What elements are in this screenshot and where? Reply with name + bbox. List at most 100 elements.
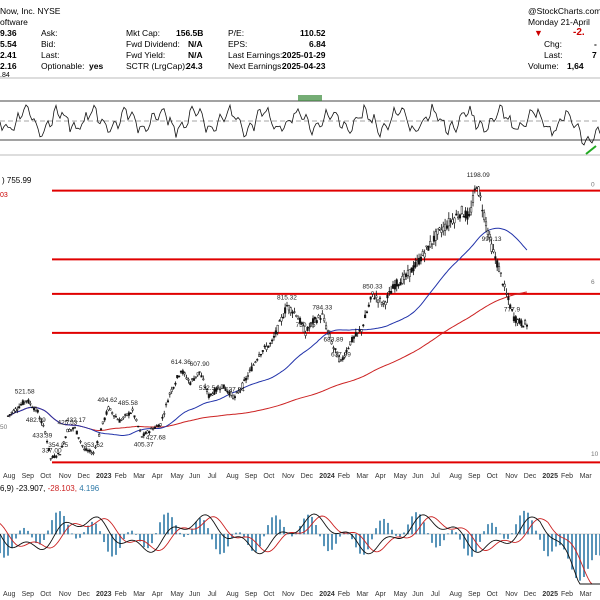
macd-histogram-bar bbox=[63, 515, 65, 535]
candle-body bbox=[101, 421, 104, 424]
x-axis-tick-label: Mar bbox=[133, 473, 146, 480]
candle-body bbox=[79, 441, 82, 443]
candle-body bbox=[352, 336, 356, 339]
candle-body bbox=[92, 452, 95, 454]
macd-histogram-bar bbox=[331, 534, 333, 550]
candle-body bbox=[330, 341, 333, 345]
candle-body bbox=[168, 392, 171, 395]
macd-histogram-bar bbox=[87, 525, 89, 535]
candle-body bbox=[59, 454, 62, 456]
candle-body bbox=[365, 311, 369, 313]
candle-body bbox=[298, 317, 302, 324]
candle-body bbox=[196, 372, 199, 376]
rsi-overbought-fill bbox=[298, 95, 322, 101]
candle-body bbox=[388, 291, 391, 293]
candle-body bbox=[217, 387, 220, 390]
candle-body bbox=[245, 377, 248, 381]
macd-histogram-bar bbox=[123, 534, 125, 540]
sctr-value: 24.3 bbox=[186, 61, 203, 71]
candle-body bbox=[436, 228, 439, 235]
left-value-2: 5.54 bbox=[0, 39, 17, 49]
candle-body bbox=[308, 326, 311, 329]
candle-body bbox=[55, 456, 58, 458]
left-axis-label: 50 bbox=[0, 424, 8, 431]
x-axis-tick-label: Dec bbox=[77, 591, 90, 598]
x-axis-tick-label: Feb bbox=[115, 591, 127, 598]
x-axis-tick-label: 2024 bbox=[319, 473, 335, 480]
candle-body bbox=[254, 361, 257, 363]
price-annotation-label: 815.32 bbox=[277, 295, 297, 302]
candle-body bbox=[445, 225, 449, 229]
macd-histogram-bar bbox=[563, 534, 565, 550]
candle-body bbox=[215, 387, 218, 392]
candle-body bbox=[243, 379, 246, 381]
macd-histogram-bar bbox=[43, 534, 45, 540]
candle-body bbox=[64, 436, 67, 439]
candle-body bbox=[371, 291, 374, 294]
candle-body bbox=[111, 412, 114, 414]
candle-body bbox=[404, 273, 408, 277]
candle-body bbox=[31, 406, 34, 409]
candle-body bbox=[427, 245, 430, 251]
pe-label: P/E: bbox=[228, 28, 245, 38]
x-axis-tick-label: Apr bbox=[375, 591, 387, 598]
macd-histogram-bar bbox=[539, 534, 541, 540]
macd-histogram-bar bbox=[315, 525, 317, 535]
macd-histogram-bar bbox=[431, 534, 433, 543]
candle-body bbox=[265, 346, 268, 350]
candle-body bbox=[473, 188, 476, 190]
left-value-3: 2.41 bbox=[0, 50, 17, 60]
candle-body bbox=[133, 415, 136, 418]
candle-body bbox=[323, 318, 326, 322]
x-axis-tick-label: Aug bbox=[226, 473, 239, 480]
x-axis-tick-label: Aug bbox=[449, 591, 462, 598]
x-axis-tick-label: Dec bbox=[301, 591, 314, 598]
candle-body bbox=[131, 408, 134, 411]
chart-subtitle: oftware bbox=[0, 17, 28, 27]
candle-body bbox=[453, 217, 456, 224]
candle-body bbox=[429, 241, 432, 248]
main-legend-number: 755.99 bbox=[6, 176, 32, 185]
price-annotation-label: 614.36 bbox=[171, 359, 191, 366]
candle-body bbox=[94, 446, 97, 449]
macd-histogram-bar bbox=[59, 511, 61, 535]
macd-histogram-bar bbox=[15, 534, 17, 539]
fwd-yield-label: Fwd Yield: bbox=[126, 50, 166, 60]
candle-body bbox=[139, 430, 142, 432]
x-axis-tick-label: Aug bbox=[449, 473, 462, 480]
macd-histogram-bar bbox=[311, 516, 313, 535]
right-axis-label: 10 bbox=[591, 451, 599, 458]
x-axis-tick-label: Sep bbox=[22, 591, 35, 598]
chg-value: - bbox=[594, 39, 597, 49]
macd-histogram-bar bbox=[567, 534, 569, 559]
candle-body bbox=[373, 297, 376, 300]
candle-body bbox=[38, 417, 41, 420]
candle-body bbox=[470, 207, 473, 213]
candle-body bbox=[32, 407, 36, 411]
macd-histogram-bar bbox=[531, 520, 533, 535]
candle-body bbox=[241, 382, 244, 389]
candle-body bbox=[107, 406, 110, 411]
candle-body bbox=[447, 218, 450, 227]
macd-histogram-bar bbox=[75, 534, 77, 539]
macd-legend: 6,9) -23.907, -28.103, 4.196 bbox=[0, 484, 99, 494]
candle-body bbox=[124, 414, 127, 416]
price-annotation-label: 730.15 bbox=[296, 322, 316, 329]
price-annotation-label: 1198.09 bbox=[467, 172, 490, 179]
x-axis-tick-label: Jul bbox=[208, 591, 217, 598]
x-axis-tick-label: Feb bbox=[561, 591, 573, 598]
candle-body bbox=[53, 455, 56, 458]
candle-body bbox=[492, 249, 495, 253]
macd-histogram-bar bbox=[235, 532, 237, 535]
candle-body bbox=[192, 378, 196, 381]
macd-histogram-bar bbox=[479, 534, 481, 542]
candle-body bbox=[395, 279, 398, 287]
mktcap-label: Mkt Cap: bbox=[126, 28, 161, 38]
macd-histogram-bar bbox=[507, 534, 509, 539]
bid-label: Bid: bbox=[41, 39, 56, 49]
x-axis-tick-label: Dec bbox=[77, 473, 90, 480]
macd-histogram-bar bbox=[191, 528, 193, 535]
candle-body bbox=[356, 332, 359, 334]
x-axis-tick-label: May bbox=[170, 473, 184, 480]
